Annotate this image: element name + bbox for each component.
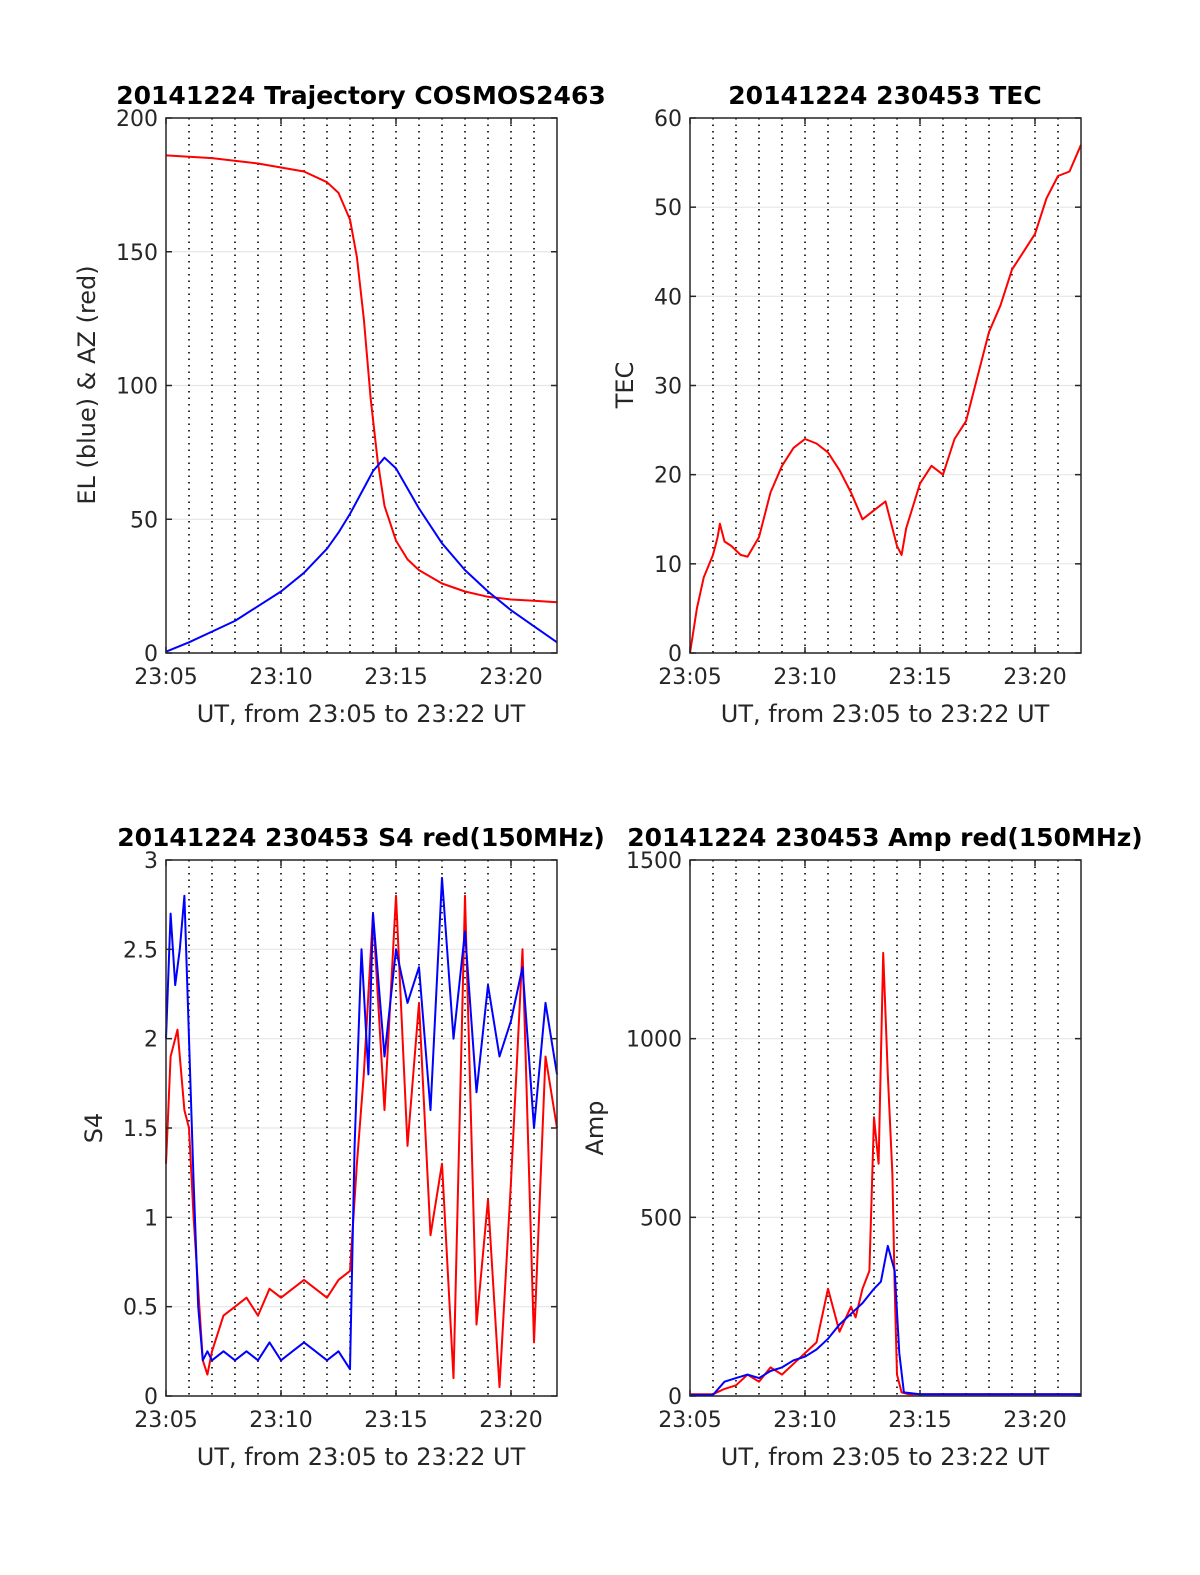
x-tick-label: 23:20 [1003,665,1066,690]
x-axis-label: UT, from 23:05 to 23:22 UT [721,1443,1050,1471]
x-axis-label: UT, from 23:05 to 23:22 UT [721,700,1050,728]
panel-tec: 20141224 230453 TEC UT, from 23:05 to 23… [611,81,1082,728]
y-axis-label: Amp [581,1100,609,1155]
y-tick-label: 1.5 [123,1117,158,1142]
chart-title: 20141224 230453 TEC [728,81,1041,110]
y-tick-label: 0.5 [123,1296,158,1321]
panel-amp: 20141224 230453 Amp red(150MHz) UT, from… [581,823,1143,1471]
y-axis-label: TEC [611,362,639,410]
y-tick-label: 0 [144,1385,158,1410]
series-line [165,154,558,604]
y-tick-label: 50 [654,196,682,221]
x-tick-label: 23:05 [134,665,197,690]
x-tick-label: 23:15 [888,1408,951,1433]
y-tick-label: 150 [116,241,158,266]
x-tick-label: 23:15 [364,665,427,690]
y-tick-label: 1000 [626,1028,682,1053]
chart-title: 20141224 230453 S4 red(150MHz) [117,823,605,852]
series-line [689,144,1082,654]
series-line [690,951,1081,1396]
panel-s4: 20141224 230453 S4 red(150MHz) UT, from … [80,823,605,1471]
y-tick-label: 0 [668,642,682,667]
x-tick-label: 23:20 [479,665,542,690]
y-tick-label: 20 [654,464,682,489]
x-axis-label: UT, from 23:05 to 23:22 UT [197,1443,526,1471]
panel-trajectory: 20141224 Trajectory COSMOS2463 UT, from … [73,81,606,728]
y-tick-label: 0 [668,1385,682,1410]
series-line [690,1244,1081,1396]
y-tick-label: 10 [654,553,682,578]
x-tick-label: 23:05 [658,1408,721,1433]
x-tick-label: 23:10 [249,1408,312,1433]
y-tick-label: 200 [116,107,158,132]
y-tick-label: 60 [654,107,682,132]
chart-title: 20141224 230453 Amp red(150MHz) [627,823,1143,852]
y-tick-label: 40 [654,285,682,310]
x-tick-label: 23:10 [773,665,836,690]
y-tick-label: 500 [640,1206,682,1231]
x-tick-label: 23:20 [1003,1408,1066,1433]
series-line [165,876,558,1371]
y-axis-label: EL (blue) & AZ (red) [73,265,101,504]
y-tick-label: 1 [144,1206,158,1231]
y-tick-label: 100 [116,375,158,400]
x-tick-label: 23:05 [134,1408,197,1433]
plot-area [690,860,1081,1396]
x-tick-label: 23:15 [888,665,951,690]
y-tick-label: 2.5 [123,938,158,963]
x-tick-label: 23:10 [249,665,312,690]
axes-box [689,859,1082,1397]
x-tick-label: 23:15 [364,1408,427,1433]
y-tick-label: 30 [654,375,682,400]
chart-title: 20141224 Trajectory COSMOS2463 [116,81,606,110]
y-tick-label: 1500 [626,849,682,874]
y-tick-label: 50 [130,508,158,533]
y-tick-label: 0 [144,642,158,667]
y-axis-label: S4 [80,1113,108,1144]
x-tick-label: 23:05 [658,665,721,690]
x-tick-label: 23:20 [479,1408,542,1433]
y-tick-label: 3 [144,849,158,874]
y-tick-label: 2 [144,1028,158,1053]
series-line [165,456,558,653]
x-tick-label: 23:10 [773,1408,836,1433]
x-axis-label: UT, from 23:05 to 23:22 UT [197,700,526,728]
